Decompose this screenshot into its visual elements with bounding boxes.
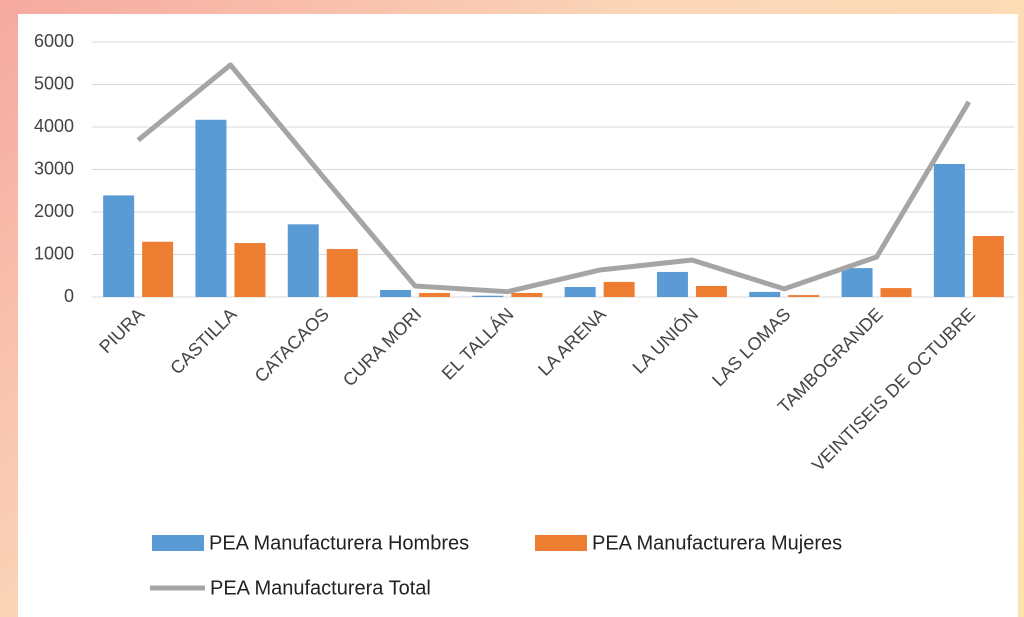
y-tick-label: 0 <box>64 286 74 306</box>
bar <box>234 243 266 297</box>
bar <box>749 291 781 297</box>
y-tick-label: 3000 <box>34 158 74 178</box>
y-tick-label: 5000 <box>34 73 74 93</box>
bar <box>695 285 727 297</box>
bar <box>142 241 174 297</box>
bar <box>195 119 227 298</box>
legend-label: PEA Manufacturera Total <box>210 577 431 599</box>
bar <box>972 236 1004 297</box>
bar <box>326 248 358 297</box>
bar <box>419 292 451 297</box>
y-tick-label: 2000 <box>34 201 74 221</box>
y-tick-label: 1000 <box>34 243 74 263</box>
bar <box>880 288 912 297</box>
bar <box>511 292 543 297</box>
bar <box>564 287 596 297</box>
legend-label: PEA Manufacturera Mujeres <box>592 532 842 554</box>
bar <box>841 268 873 297</box>
legend-swatch <box>535 535 587 551</box>
line <box>136 62 971 295</box>
bar <box>656 271 688 297</box>
chart-panel <box>18 14 1018 617</box>
y-tick-label: 4000 <box>34 116 74 136</box>
bar <box>103 195 135 297</box>
bar <box>287 224 319 297</box>
bar <box>788 295 820 297</box>
y-tick-label: 6000 <box>34 31 74 51</box>
bar <box>933 163 965 297</box>
legend-label: PEA Manufacturera Hombres <box>209 532 469 554</box>
bar <box>603 281 635 297</box>
legend-swatch <box>152 535 204 551</box>
bar <box>380 289 412 297</box>
bar <box>472 295 504 297</box>
